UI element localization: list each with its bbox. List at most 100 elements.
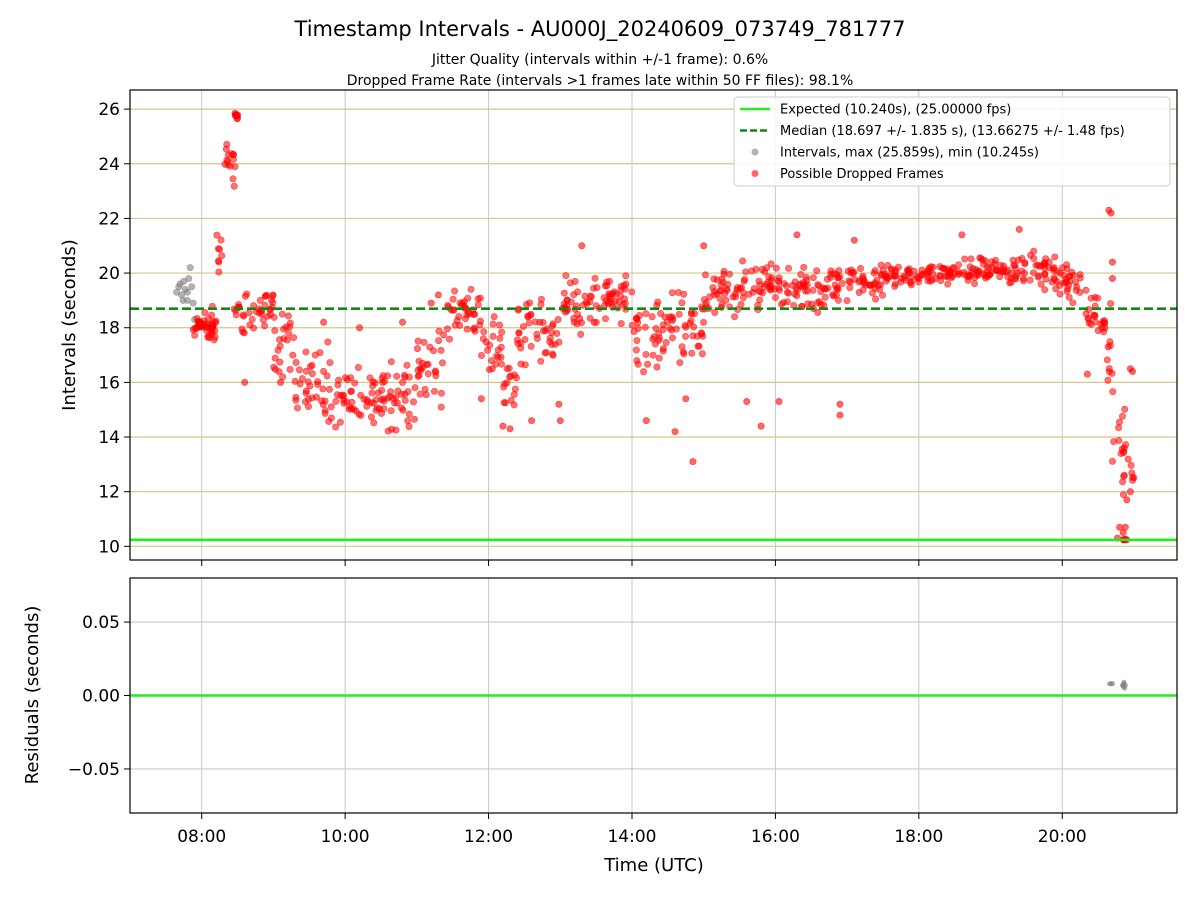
dropped-frame-point	[628, 288, 636, 296]
dropped-frame-point	[1108, 457, 1116, 465]
legend: Expected (10.240s), (25.00000 fps) Median…	[733, 96, 1171, 187]
dropped-frame-point	[592, 318, 600, 326]
dropped-frame-point	[604, 300, 612, 308]
dropped-frame-point	[205, 334, 213, 342]
dropped-frame-point	[541, 349, 549, 357]
dropped-frame-point	[403, 361, 411, 369]
dropped-frame-point	[698, 350, 706, 358]
dropped-frame-point	[718, 301, 726, 309]
dropped-frame-point	[1021, 269, 1029, 277]
dropped-frame-point	[711, 308, 719, 316]
dropped-frame-point	[437, 389, 445, 397]
dropped-frame-point	[838, 280, 846, 288]
dropped-frame-point	[556, 417, 564, 425]
dropped-frame-point	[1118, 412, 1126, 420]
dropped-frame-point	[1056, 269, 1064, 277]
dropped-frame-point	[405, 410, 413, 418]
dropped-frame-point	[360, 395, 368, 403]
dropped-frame-point	[387, 388, 395, 396]
dropped-frame-point	[1126, 488, 1134, 496]
dropped-frame-point	[410, 398, 418, 406]
dropped-frame-point	[326, 359, 334, 367]
dropped-frame-point	[416, 365, 424, 373]
dropped-frame-point	[814, 308, 822, 316]
dropped-frame-point	[1084, 314, 1092, 322]
dropped-frame-point	[578, 242, 586, 250]
dropped-frame-point	[393, 372, 401, 380]
dropped-frame-point	[970, 280, 978, 288]
dropped-frame-point	[271, 327, 279, 335]
dropped-frame-point	[323, 372, 331, 380]
dropped-frame-point	[280, 325, 288, 333]
dropped-frame-point	[902, 276, 910, 284]
dropped-frame-point	[514, 340, 522, 348]
dropped-frame-point	[404, 417, 412, 425]
dropped-frame-point	[879, 291, 887, 299]
dropped-frame-point	[271, 354, 279, 362]
dropped-frame-point	[1123, 496, 1131, 504]
dropped-frame-point	[246, 321, 254, 329]
dropped-frame-point	[555, 338, 563, 346]
dropped-frame-point	[213, 231, 221, 239]
dropped-frame-point	[420, 338, 428, 346]
dropped-frame-point	[366, 374, 374, 382]
dropped-frame-point	[368, 389, 376, 397]
dropped-frame-point	[493, 352, 501, 360]
dropped-frame-point	[1128, 469, 1136, 477]
dropped-frame-point	[771, 294, 779, 302]
dropped-frame-point	[546, 338, 554, 346]
plot-area	[173, 109, 1138, 544]
y-tick-label: 0.00	[82, 687, 120, 707]
dropped-frame-point	[488, 357, 496, 365]
dropped-frame-point	[332, 397, 340, 405]
dropped-frame-point	[563, 296, 571, 304]
dropped-frame-point	[633, 337, 641, 345]
dropped-frame-point	[223, 140, 231, 148]
dropped-frame-point	[215, 257, 223, 265]
dropped-frame-point	[633, 315, 641, 323]
dropped-frame-point	[204, 315, 212, 323]
chart-title: Timestamp Intervals - AU000J_20240609_07…	[294, 17, 906, 42]
residual-point	[1120, 682, 1126, 688]
dropped-frame-point	[1107, 209, 1115, 217]
dropped-frame-point	[496, 321, 504, 329]
dropped-frame-point	[515, 329, 523, 337]
dropped-frame-point	[1015, 225, 1023, 233]
dropped-frame-point	[519, 323, 527, 331]
dropped-frame-point	[676, 359, 684, 367]
dropped-frame-point	[401, 396, 409, 404]
y-tick-label: 12	[98, 483, 120, 503]
dropped-frame-point	[821, 293, 829, 301]
dropped-frame-point	[958, 231, 966, 239]
dropped-frame-point	[434, 291, 442, 299]
dropped-frame-point	[471, 327, 479, 335]
dropped-frame-point	[718, 275, 726, 283]
dropped-frame-point	[1108, 275, 1116, 283]
dropped-frame-point	[484, 346, 492, 354]
dropped-frame-point	[461, 315, 469, 323]
dropped-frame-point	[655, 354, 663, 362]
dropped-frame-point	[308, 370, 316, 378]
dropped-frame-point	[987, 269, 995, 277]
dropped-frame-point	[327, 403, 335, 411]
dropped-frame-point	[427, 299, 435, 307]
dropped-frame-point	[320, 318, 328, 326]
legend-dot-swatch	[751, 170, 759, 177]
dropped-frame-point	[215, 268, 223, 276]
dropped-frame-point	[1009, 256, 1017, 264]
dropped-frame-point	[1056, 290, 1064, 298]
x-tick-label: 18:00	[894, 827, 943, 847]
dropped-frame-point	[723, 286, 731, 294]
dropped-frame-point	[424, 370, 432, 378]
dropped-frame-point	[370, 419, 378, 427]
dropped-frame-point	[343, 398, 351, 406]
dropped-frame-point	[314, 380, 322, 388]
dropped-frame-point	[1053, 278, 1061, 286]
dropped-frame-point	[871, 284, 879, 292]
dropped-frame-point	[333, 391, 341, 399]
dropped-frame-point	[393, 399, 401, 407]
dropped-frame-point	[379, 372, 387, 380]
dropped-frame-point	[907, 278, 915, 286]
dropped-frame-point	[533, 330, 541, 338]
y-tick-label: 18	[98, 319, 120, 339]
